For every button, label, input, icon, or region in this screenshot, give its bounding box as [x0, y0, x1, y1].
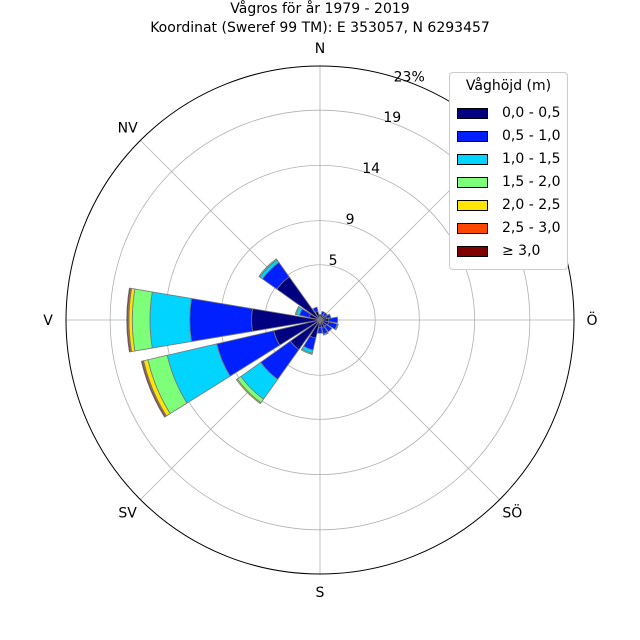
sector-4-bin-1	[328, 316, 339, 324]
legend-entry: ≥ 3,0	[457, 242, 540, 260]
chart-title: Vågros för år 1979 - 2019	[230, 1, 410, 17]
radial-tick-label: 19	[383, 110, 401, 126]
direction-label: V	[43, 313, 53, 329]
legend-swatch	[457, 176, 488, 188]
sector-12-bin-6	[126, 287, 131, 353]
sector-10-bin-4	[235, 378, 262, 405]
sector-13-bin-3	[294, 305, 300, 316]
legend-label: 2,5 - 3,0	[502, 220, 561, 236]
sector-8-bin-1	[317, 327, 323, 334]
legend-swatch	[457, 222, 488, 234]
sector-12-bin-1	[189, 298, 253, 342]
legend-label: 0,5 - 1,0	[502, 128, 561, 144]
sector-9-bin-3	[300, 348, 313, 355]
sector-12-bin-3	[131, 288, 153, 352]
legend-swatch	[457, 245, 488, 257]
sector-5-bin-2	[334, 323, 339, 331]
sector-11-bin-6	[140, 360, 167, 418]
legend-entry: 1,0 - 1,5	[457, 150, 560, 168]
direction-label: SÖ	[502, 503, 522, 521]
direction-label: Ö	[586, 311, 597, 329]
direction-label: S	[316, 585, 325, 601]
legend-entry: 2,0 - 2,5	[457, 196, 560, 214]
sector-3-bin-1	[325, 313, 332, 319]
legend-entry: 0,5 - 1,0	[457, 127, 560, 145]
legend-label: 1,0 - 1,5	[502, 151, 561, 167]
legend-label: 1,5 - 2,0	[502, 174, 561, 190]
sector-12-bin-2	[149, 291, 192, 349]
sector-1-bin-1	[320, 310, 326, 316]
direction-label: NV	[118, 121, 138, 137]
sector-6-bin-1	[323, 323, 333, 333]
sector-14-bin-3	[258, 258, 278, 278]
sector-2-bin-1	[322, 312, 328, 318]
legend: Våghöjd (m) 0,0 - 0,5 0,5 - 1,0 1,0 - 1,5 1…	[449, 72, 568, 270]
chart-subtitle: Koordinat (Sweref 99 TM): E 353057, N 62…	[150, 20, 490, 36]
sector-15-bin-1	[312, 306, 319, 314]
legend-swatch	[457, 153, 488, 165]
sector-7-bin-2	[322, 331, 329, 336]
direction-label: SV	[118, 505, 137, 521]
grid-spoke	[319, 319, 500, 500]
legend-entry: 2,5 - 3,0	[457, 219, 560, 237]
outer-circle	[65, 65, 575, 575]
radial-tick-label: 14	[362, 161, 380, 177]
legend-label: ≥ 3,0	[502, 243, 541, 259]
radial-tick-label: 23%	[394, 69, 425, 85]
radial-tick-label: 5	[329, 253, 338, 269]
legend-label: 0,0 - 0,5	[502, 105, 561, 121]
direction-label: N	[315, 41, 325, 57]
legend-label: 2,0 - 2,5	[502, 197, 561, 213]
radial-tick-label: 9	[346, 212, 355, 228]
legend-entry: 1,5 - 2,0	[457, 173, 560, 191]
legend-entry: 0,0 - 0,5	[457, 104, 560, 122]
legend-swatch	[457, 130, 488, 142]
legend-swatch	[457, 199, 488, 211]
legend-title: Våghöjd (m)	[465, 78, 552, 94]
legend-swatch	[457, 107, 488, 119]
